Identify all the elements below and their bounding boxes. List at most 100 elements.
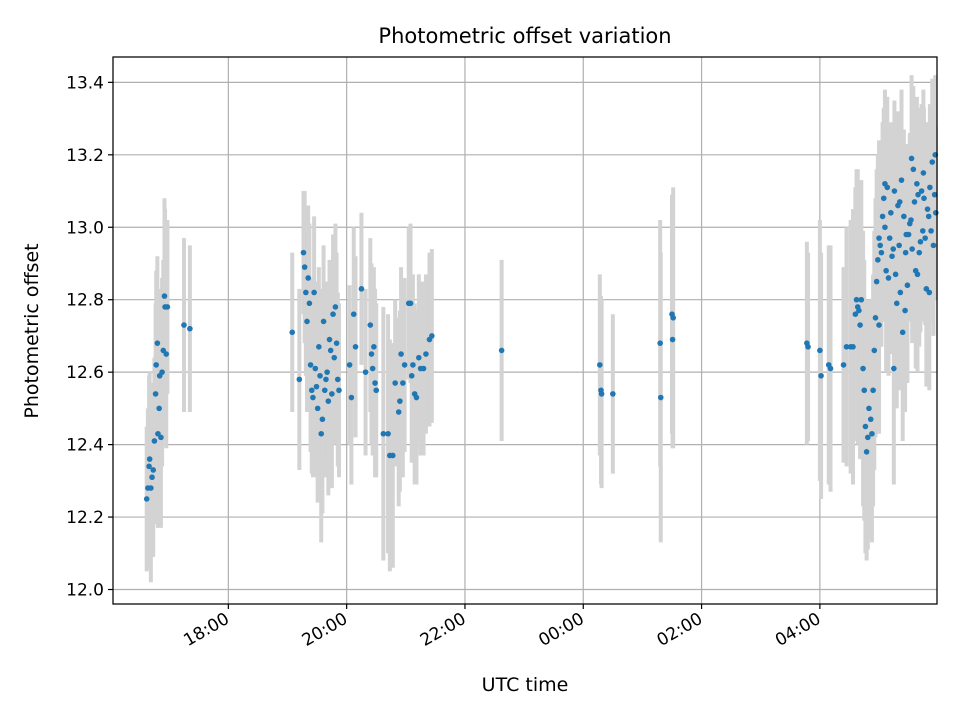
data-point bbox=[154, 340, 161, 346]
data-point bbox=[158, 434, 164, 441]
data-point bbox=[904, 282, 911, 289]
data-point bbox=[864, 434, 871, 441]
data-point bbox=[805, 344, 811, 350]
data-point bbox=[928, 228, 934, 234]
data-point bbox=[930, 242, 937, 249]
y-tick-label: 13.0 bbox=[66, 218, 104, 238]
data-point bbox=[926, 289, 933, 296]
data-point bbox=[369, 365, 376, 372]
data-point bbox=[380, 430, 387, 437]
data-point bbox=[318, 430, 325, 437]
y-tick-label: 12.2 bbox=[66, 508, 104, 528]
data-point bbox=[398, 351, 404, 357]
data-point bbox=[327, 347, 334, 354]
data-point bbox=[610, 391, 616, 397]
data-point bbox=[929, 159, 936, 165]
data-point bbox=[410, 362, 416, 368]
data-point bbox=[931, 191, 938, 198]
data-point bbox=[308, 387, 315, 394]
data-point bbox=[867, 416, 874, 423]
data-point bbox=[305, 275, 312, 281]
data-point bbox=[860, 365, 866, 372]
data-point bbox=[872, 315, 879, 321]
data-point bbox=[818, 372, 824, 379]
data-point bbox=[908, 155, 915, 162]
data-point bbox=[911, 199, 918, 205]
y-tick-label: 12.4 bbox=[66, 436, 104, 456]
data-point bbox=[429, 333, 435, 339]
data-point bbox=[313, 383, 320, 390]
data-point bbox=[598, 391, 605, 397]
data-point bbox=[159, 369, 165, 375]
y-axis-label: Photometric offset bbox=[21, 243, 43, 418]
data-point bbox=[397, 398, 403, 404]
data-point bbox=[296, 376, 303, 383]
data-point bbox=[498, 347, 505, 354]
data-point bbox=[879, 213, 886, 220]
data-point bbox=[891, 365, 897, 372]
data-point bbox=[896, 242, 902, 249]
data-point bbox=[324, 369, 330, 375]
data-point bbox=[146, 456, 153, 462]
data-point bbox=[181, 322, 187, 328]
data-point bbox=[878, 249, 885, 256]
data-point bbox=[897, 289, 904, 296]
y-tick-label: 12.0 bbox=[66, 581, 104, 601]
data-point bbox=[316, 344, 322, 350]
data-point bbox=[909, 246, 915, 252]
data-point bbox=[146, 463, 152, 470]
data-point bbox=[866, 405, 872, 412]
data-point bbox=[890, 246, 897, 252]
data-point bbox=[358, 286, 365, 292]
data-point bbox=[871, 347, 878, 354]
data-point bbox=[392, 380, 398, 386]
data-point bbox=[143, 496, 150, 502]
data-point bbox=[873, 278, 880, 285]
data-point bbox=[933, 209, 939, 216]
data-point bbox=[371, 344, 377, 350]
data-point bbox=[882, 180, 888, 187]
data-point bbox=[883, 267, 889, 274]
data-point bbox=[346, 362, 353, 368]
data-point bbox=[372, 380, 378, 386]
data-point bbox=[927, 184, 933, 191]
data-point bbox=[373, 387, 380, 394]
data-point bbox=[876, 235, 882, 241]
grid-layer bbox=[113, 57, 937, 604]
data-point bbox=[395, 409, 402, 415]
data-point bbox=[856, 307, 862, 314]
data-point bbox=[320, 318, 327, 325]
data-point bbox=[885, 275, 892, 281]
data-point bbox=[921, 195, 927, 202]
data-point bbox=[915, 191, 921, 198]
data-point bbox=[880, 195, 887, 202]
data-point bbox=[870, 387, 876, 394]
data-point bbox=[862, 423, 869, 430]
data-point bbox=[323, 376, 329, 383]
data-point bbox=[861, 387, 868, 394]
data-point bbox=[858, 296, 865, 303]
data-point bbox=[164, 304, 171, 310]
data-point bbox=[350, 311, 357, 317]
data-point bbox=[827, 365, 834, 372]
chart-title: Photometric offset variation bbox=[378, 24, 671, 48]
y-tick-label: 13.4 bbox=[66, 73, 104, 93]
data-point bbox=[670, 315, 676, 321]
data-point bbox=[914, 180, 920, 187]
data-point bbox=[314, 405, 321, 412]
data-point bbox=[362, 369, 369, 375]
data-point bbox=[163, 351, 170, 357]
data-point bbox=[869, 430, 875, 437]
data-point bbox=[877, 242, 884, 249]
data-point bbox=[876, 322, 882, 328]
data-point bbox=[886, 235, 893, 241]
data-point bbox=[400, 380, 406, 386]
data-point bbox=[348, 394, 355, 401]
data-point bbox=[420, 365, 427, 372]
data-point bbox=[597, 362, 603, 368]
data-point bbox=[310, 394, 316, 401]
data-point bbox=[416, 354, 422, 361]
data-point bbox=[306, 300, 313, 307]
